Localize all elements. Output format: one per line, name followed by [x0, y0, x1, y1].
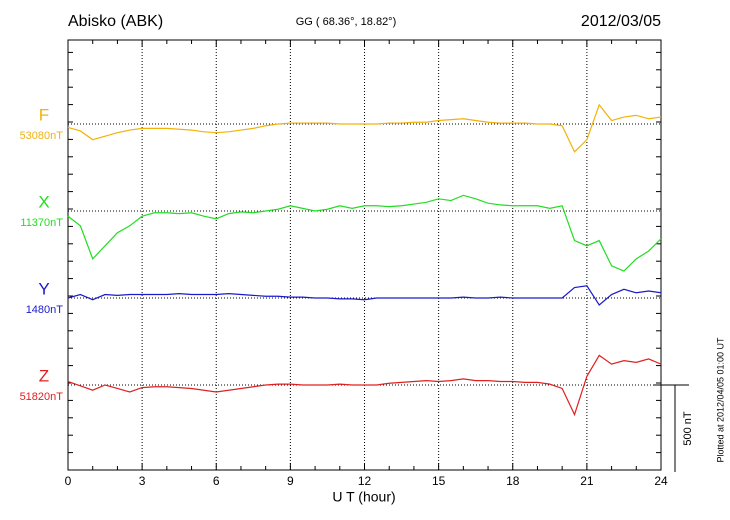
series-name: Z: [39, 366, 49, 385]
scale-bar-label: 500 nT: [682, 411, 694, 446]
x-tick-label: 21: [580, 474, 594, 488]
x-tick-label: 0: [65, 474, 72, 488]
x-axis-title: U T (hour): [332, 489, 395, 505]
x-tick-label: 15: [432, 474, 446, 488]
footnote: Plotted at 2012/04/05 01:00 UT: [715, 337, 725, 463]
baseline-label: 53080nT: [20, 130, 64, 142]
date: 2012/03/05: [581, 13, 661, 30]
x-tick-label: 12: [358, 474, 372, 488]
series-line: [67, 194, 662, 272]
series-name: Y: [38, 279, 49, 298]
x-tick-label: 3: [139, 474, 146, 488]
baseline-label: 1480nT: [26, 304, 64, 316]
series-line: [67, 285, 662, 306]
series-line: [67, 103, 662, 153]
series-name: F: [39, 105, 49, 124]
baseline-label: 51820nT: [20, 391, 64, 403]
chart-title: Abisko (ABK): [68, 13, 163, 30]
x-tick-label: 24: [654, 474, 668, 488]
x-tick-label: 6: [213, 474, 220, 488]
subtitle: GG ( 68.36°, 18.82°): [296, 16, 397, 28]
baseline-label: 11370nT: [20, 217, 63, 229]
x-tick-label: 18: [506, 474, 520, 488]
series-line: [67, 354, 662, 417]
series-name: X: [38, 192, 49, 211]
x-tick-label: 9: [287, 474, 294, 488]
